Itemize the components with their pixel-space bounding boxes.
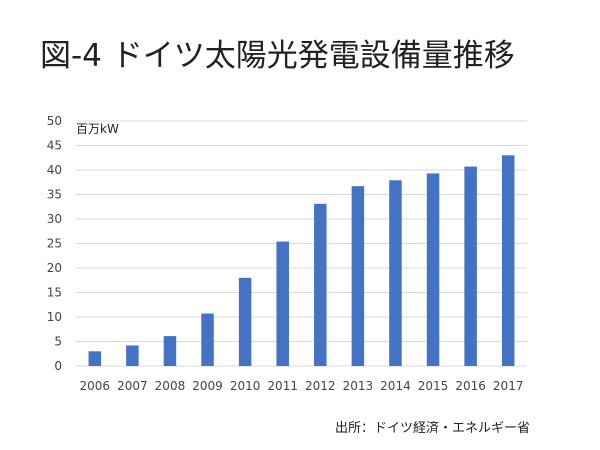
source-note: 出所：ドイツ経済・エネルギー省 bbox=[334, 421, 530, 436]
x-tick-label: 2006 bbox=[80, 379, 111, 393]
bar-2009 bbox=[201, 313, 214, 366]
x-tick-label: 2013 bbox=[343, 379, 374, 393]
y-axis-unit-label: 百万kW bbox=[76, 122, 119, 136]
chart-title: 図-4 ドイツ太陽光発電設備量推移 bbox=[40, 38, 515, 74]
x-tick-label: 2010 bbox=[230, 379, 261, 393]
bar-2010 bbox=[238, 277, 252, 366]
x-tick-label: 2008 bbox=[155, 379, 186, 393]
bars bbox=[88, 155, 515, 366]
y-tick-label: 20 bbox=[47, 261, 62, 275]
x-tick-label: 2011 bbox=[267, 379, 298, 393]
x-tick-label: 2015 bbox=[418, 379, 449, 393]
y-tick-label: 25 bbox=[47, 237, 62, 251]
y-tick-label: 15 bbox=[47, 286, 62, 300]
x-tick-label: 2007 bbox=[117, 379, 148, 393]
bar-2012 bbox=[314, 203, 327, 366]
y-tick-label: 40 bbox=[47, 163, 62, 177]
gridlines bbox=[76, 120, 527, 367]
bar-2006 bbox=[88, 351, 102, 366]
bar-2014 bbox=[389, 180, 402, 366]
y-tick-label: 35 bbox=[47, 188, 62, 202]
bar-2016 bbox=[464, 166, 477, 366]
bar-2017 bbox=[501, 155, 515, 366]
y-axis-ticks: 0 5 10 15 20 25 30 35 40 45 50 bbox=[47, 114, 62, 373]
bar-2013 bbox=[351, 186, 365, 366]
x-tick-label: 2012 bbox=[305, 379, 336, 393]
y-tick-label: 10 bbox=[47, 310, 62, 324]
x-axis-ticks: 2006 2007 2008 2009 2010 2011 2012 2013 2014 2015… bbox=[80, 379, 524, 393]
x-tick-label: 2014 bbox=[380, 379, 411, 393]
x-tick-label: 2017 bbox=[493, 379, 524, 393]
y-tick-label: 45 bbox=[47, 139, 62, 153]
bar-2007 bbox=[126, 345, 139, 366]
bar-2015 bbox=[426, 173, 440, 366]
y-tick-label: 0 bbox=[54, 359, 62, 373]
y-tick-label: 30 bbox=[47, 212, 62, 226]
y-tick-label: 50 bbox=[47, 114, 62, 128]
bar-2008 bbox=[163, 336, 177, 366]
bar-2011 bbox=[276, 241, 289, 366]
x-tick-label: 2016 bbox=[455, 379, 486, 393]
x-tick-label: 2009 bbox=[192, 379, 223, 393]
y-tick-label: 5 bbox=[54, 335, 62, 349]
